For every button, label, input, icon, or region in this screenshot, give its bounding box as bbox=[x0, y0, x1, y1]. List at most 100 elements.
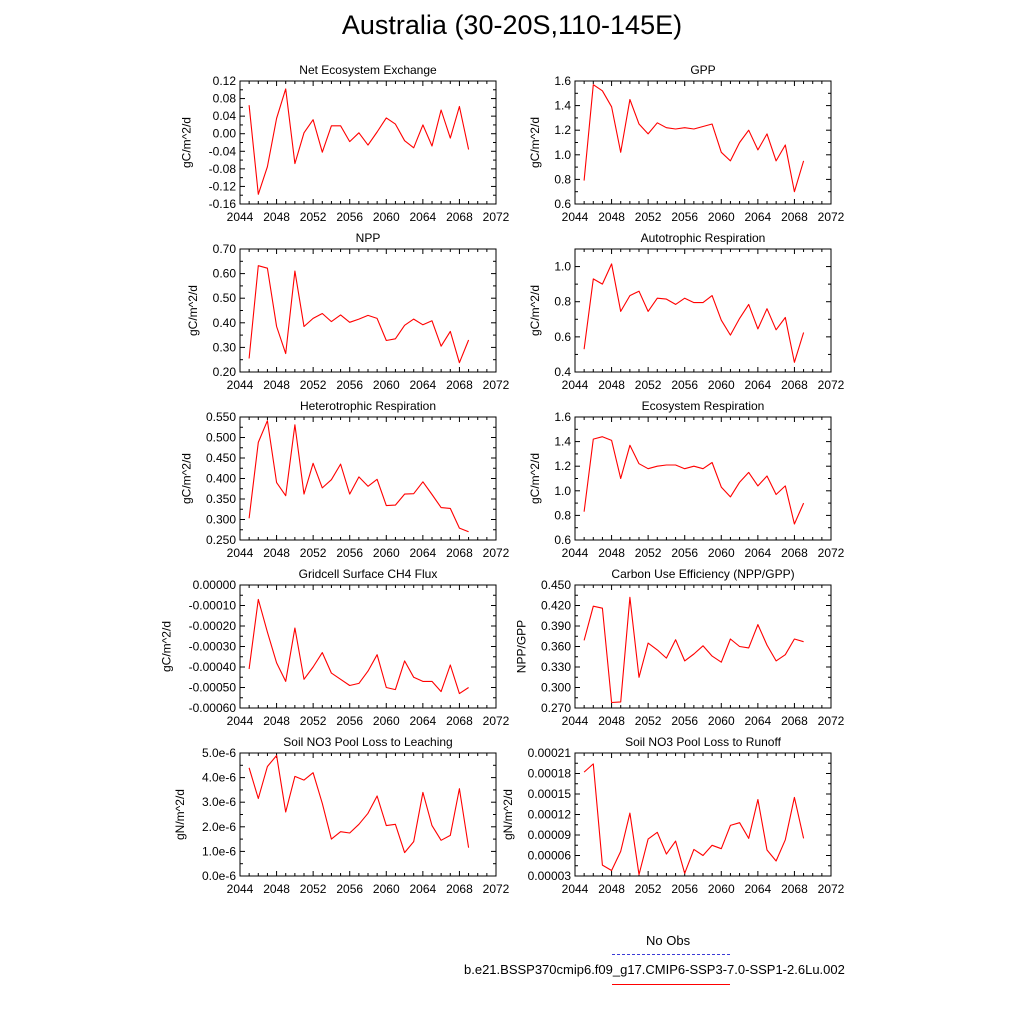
panel-carbon-use-efficiency-npp-gpp: Carbon Use Efficiency (NPP/GPP) 2044 2048 2… bbox=[515, 567, 845, 728]
x-tick-label: 2044 bbox=[562, 210, 589, 224]
y-tick-label: 1.4 bbox=[554, 435, 571, 449]
x-tick-label: 2072 bbox=[818, 378, 845, 392]
legend-run-label: b.e21.BSSP370cmip6.f09_g17.CMIP6-SSP3-7.… bbox=[464, 962, 845, 977]
x-tick-label: 2060 bbox=[373, 714, 400, 728]
y-tick-label: 0.00 bbox=[213, 127, 237, 141]
y-tick-label: 1.0 bbox=[554, 484, 571, 498]
y-tick-label: 0.00012 bbox=[528, 808, 572, 822]
series-line-ecosystem-respiration bbox=[583, 436, 805, 525]
x-tick-label: 2044 bbox=[562, 378, 589, 392]
x-tick-label: 2064 bbox=[745, 714, 772, 728]
y-tick-label: 0.00018 bbox=[528, 767, 572, 781]
legend-no-obs-label: No Obs bbox=[646, 933, 691, 948]
y-tick-label: 0.250 bbox=[206, 533, 236, 547]
panel-soil-no3-pool-loss-to-leaching: Soil NO3 Pool Loss to Leaching 2044 2048 20… bbox=[173, 735, 510, 896]
plot-frame bbox=[239, 416, 497, 541]
y-tick-label: 5.0e-6 bbox=[202, 746, 236, 760]
x-tick-label: 2048 bbox=[263, 210, 290, 224]
y-tick-label: -0.00010 bbox=[189, 599, 237, 613]
y-tick-label: 0.550 bbox=[206, 410, 236, 424]
panel-ecosystem-respiration: Ecosystem Respiration 2044 2048 2052 2056 206… bbox=[528, 399, 845, 560]
x-tick-label: 2060 bbox=[708, 210, 735, 224]
y-axis-label: gC/m^2/d bbox=[528, 117, 542, 168]
y-tick-label: 0.12 bbox=[213, 74, 237, 88]
plot-frame bbox=[574, 80, 832, 205]
x-tick-label: 2060 bbox=[373, 546, 400, 560]
panel-title: NPP bbox=[356, 231, 381, 245]
x-tick-label: 2060 bbox=[708, 882, 735, 896]
y-tick-label: 0.450 bbox=[206, 451, 236, 465]
x-tick-label: 2052 bbox=[635, 546, 662, 560]
y-tick-label: -0.00020 bbox=[189, 619, 237, 633]
plot-frame bbox=[239, 80, 497, 205]
x-tick-label: 2072 bbox=[818, 882, 845, 896]
plot-frame bbox=[574, 752, 832, 877]
series-line-soil-no3-pool-loss-to-leaching bbox=[248, 754, 470, 854]
panel-title: Autotrophic Respiration bbox=[641, 231, 766, 245]
panel-title: Carbon Use Efficiency (NPP/GPP) bbox=[611, 567, 794, 581]
x-tick-label: 2052 bbox=[300, 714, 327, 728]
y-tick-label: 0.420 bbox=[541, 599, 571, 613]
y-tick-label: 0.60 bbox=[213, 267, 237, 281]
plot-frame bbox=[239, 752, 497, 877]
y-axis-label: gC/m^2/d bbox=[528, 453, 542, 504]
y-tick-label: 3.0e-6 bbox=[202, 795, 236, 809]
x-tick-label: 2048 bbox=[598, 378, 625, 392]
x-tick-label: 2068 bbox=[446, 882, 473, 896]
x-tick-label: 2064 bbox=[410, 882, 437, 896]
x-tick-label: 2056 bbox=[336, 714, 363, 728]
x-tick-label: 2056 bbox=[336, 210, 363, 224]
y-tick-label: 0.6 bbox=[554, 197, 571, 211]
x-tick-label: 2052 bbox=[300, 378, 327, 392]
series-line-soil-no3-pool-loss-to-runoff bbox=[583, 763, 805, 876]
y-tick-label: 0.270 bbox=[541, 701, 571, 715]
x-tick-label: 2060 bbox=[708, 378, 735, 392]
panel-title: Gridcell Surface CH4 Flux bbox=[299, 567, 438, 581]
x-tick-label: 2068 bbox=[781, 378, 808, 392]
x-tick-label: 2064 bbox=[410, 378, 437, 392]
x-tick-label: 2056 bbox=[671, 882, 698, 896]
y-tick-label: 1.0e-6 bbox=[202, 844, 236, 858]
y-tick-label: 0.8 bbox=[554, 508, 571, 522]
x-tick-label: 2072 bbox=[818, 210, 845, 224]
y-tick-label: -0.12 bbox=[209, 179, 237, 193]
x-tick-label: 2048 bbox=[598, 882, 625, 896]
series-line-gpp bbox=[583, 84, 805, 193]
y-tick-label: 0.4 bbox=[554, 365, 571, 379]
x-tick-label: 2048 bbox=[598, 546, 625, 560]
x-tick-label: 2068 bbox=[446, 210, 473, 224]
y-tick-label: 0.08 bbox=[213, 92, 237, 106]
x-tick-label: 2052 bbox=[300, 210, 327, 224]
y-tick-label: 0.6 bbox=[554, 330, 571, 344]
x-tick-label: 2048 bbox=[263, 378, 290, 392]
x-tick-label: 2056 bbox=[336, 378, 363, 392]
x-tick-label: 2056 bbox=[671, 714, 698, 728]
y-tick-label: 0.300 bbox=[541, 681, 571, 695]
x-tick-label: 2064 bbox=[410, 546, 437, 560]
x-tick-label: 2052 bbox=[300, 882, 327, 896]
y-tick-label: 0.30 bbox=[213, 340, 237, 354]
x-tick-label: 2044 bbox=[227, 546, 254, 560]
y-tick-label: 1.6 bbox=[554, 410, 571, 424]
x-tick-label: 2068 bbox=[446, 378, 473, 392]
x-tick-label: 2044 bbox=[227, 378, 254, 392]
y-tick-label: 0.350 bbox=[206, 492, 236, 506]
series-line-heterotrophic-respiration bbox=[248, 420, 469, 533]
y-tick-label: -0.16 bbox=[209, 197, 237, 211]
y-tick-label: 2.0e-6 bbox=[202, 820, 236, 834]
y-tick-label: 0.400 bbox=[206, 472, 236, 486]
y-tick-label: 0.00015 bbox=[528, 787, 572, 801]
series-line-npp bbox=[248, 265, 470, 364]
y-tick-label: 1.0 bbox=[554, 148, 571, 162]
x-tick-label: 2072 bbox=[483, 210, 510, 224]
y-axis-label: gC/m^2/d bbox=[159, 621, 173, 672]
x-tick-label: 2048 bbox=[263, 546, 290, 560]
y-tick-label: 0.50 bbox=[213, 291, 237, 305]
x-tick-label: 2044 bbox=[227, 210, 254, 224]
series-line-net-ecosystem-exchange bbox=[248, 88, 470, 195]
x-tick-label: 2064 bbox=[410, 210, 437, 224]
panel-title: Ecosystem Respiration bbox=[642, 399, 765, 413]
x-tick-label: 2060 bbox=[373, 210, 400, 224]
panel-autotrophic-respiration: Autotrophic Respiration 2044 2048 2052 2056 2… bbox=[528, 231, 845, 392]
y-tick-label: -0.00030 bbox=[189, 640, 237, 654]
